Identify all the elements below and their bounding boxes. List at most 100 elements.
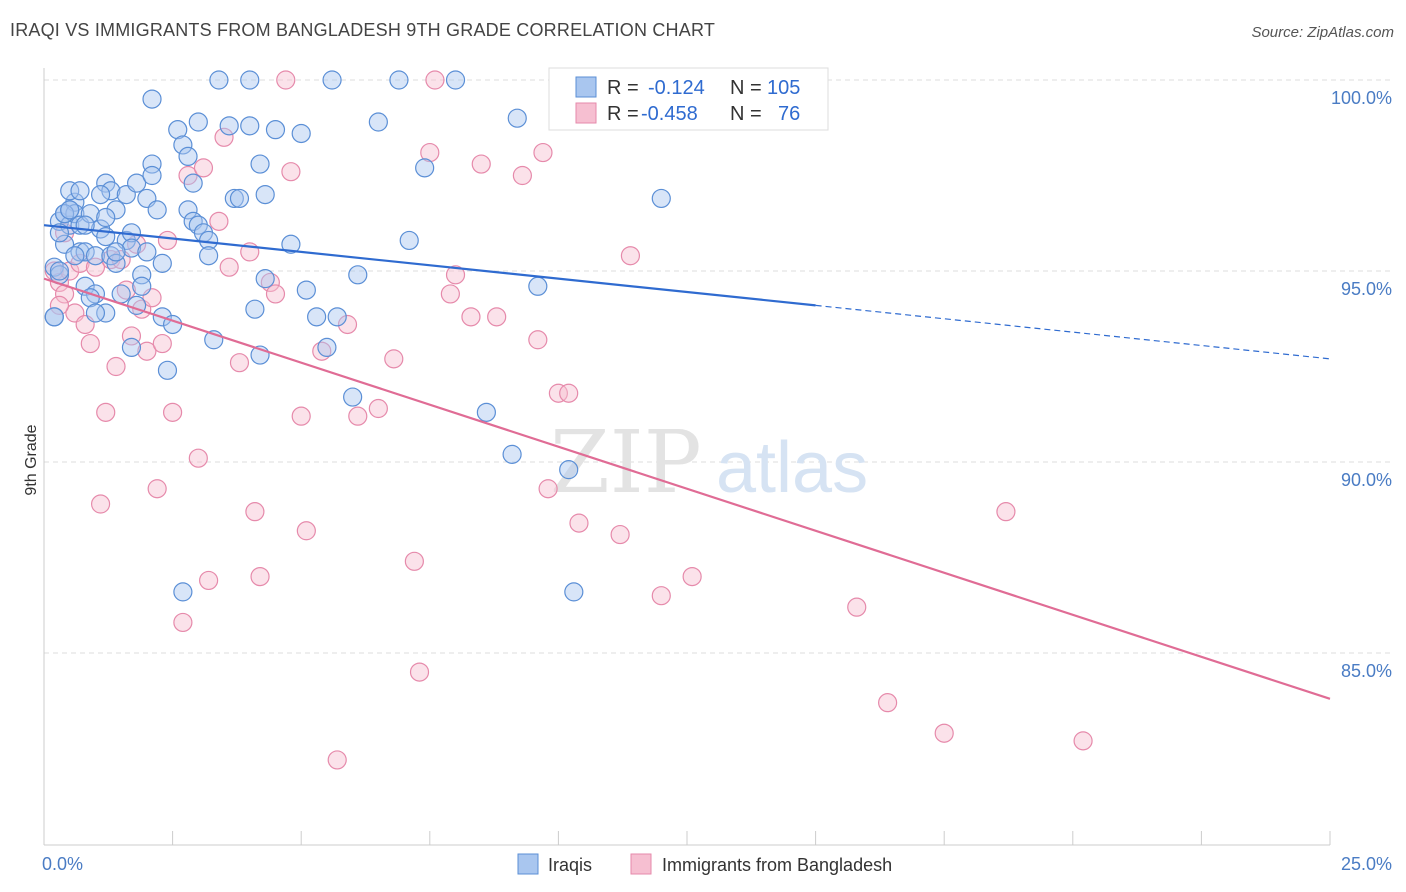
iraqi-point (173, 582, 193, 602)
bangladesh-point (569, 513, 589, 533)
iraqi-point (142, 154, 162, 174)
y-axis-tick-labels: 100.0% 95.0% 90.0% 85.0% (1331, 88, 1392, 681)
bangladesh-point (934, 723, 954, 743)
bangladesh-point (420, 142, 440, 163)
x-tick-label-min: 0.0% (42, 854, 83, 874)
bangladesh-point (682, 566, 702, 587)
legend-swatch-iraqis (575, 76, 597, 98)
iraqi-point (317, 337, 337, 357)
iraqi-point (70, 181, 90, 201)
iraqi-point (121, 238, 142, 258)
iraqi-point (399, 230, 419, 251)
bangladesh-point (214, 127, 234, 147)
y-axis-label: 9th Grade (23, 424, 40, 495)
bangladesh-point (229, 353, 250, 373)
iraqi-point (240, 116, 260, 136)
iraqi-point (322, 70, 342, 90)
legend-r-value-2: -0.458 (641, 103, 698, 125)
bangladesh-point (384, 349, 404, 369)
iraqi-point (651, 188, 671, 209)
legend-bottom: Iraqis Immigrants from Bangladesh (517, 853, 892, 875)
bangladesh-point (173, 612, 193, 633)
iraqi-point (44, 307, 64, 327)
bangladesh-point (512, 165, 532, 186)
bangladesh-point (80, 333, 100, 354)
legend-bottom-swatch-iraqis (517, 853, 539, 875)
legend-r-label-2: R = (607, 103, 639, 125)
iraqi-point (152, 253, 172, 273)
bangladesh-point (152, 333, 172, 354)
legend-r-value-1: -0.124 (648, 77, 705, 99)
bangladesh-point (96, 402, 116, 422)
bangladesh-point (193, 158, 214, 178)
bangladesh-point (209, 211, 229, 231)
iraqi-point (173, 135, 193, 155)
bangladesh-point (548, 383, 569, 403)
iraqi-point (507, 108, 527, 128)
y-tick-label: 85.0% (1341, 661, 1392, 681)
iraqi-point (101, 181, 121, 201)
iraqi-point (49, 261, 70, 281)
bangladesh-point (348, 406, 368, 426)
iraqi-point (70, 242, 90, 262)
bangladesh-point (85, 257, 106, 277)
legend-n-label-1: N = (730, 77, 762, 99)
iraqi-point (142, 89, 162, 109)
legend-n-value-2: 76 (778, 103, 800, 125)
iraqi-point (219, 116, 239, 136)
iraqi-point (307, 307, 327, 327)
iraqi-point (291, 123, 311, 144)
bangladesh-point (847, 597, 867, 617)
iraqi-point (229, 188, 250, 209)
iraqi-point (343, 387, 363, 407)
bangladesh-point (265, 284, 286, 304)
legend-top: R = -0.124 N = 105 R = -0.458 N = 76 (548, 67, 829, 131)
iraqi-point (147, 200, 167, 220)
iraqi-point (296, 280, 316, 300)
iraqi-point (240, 70, 260, 90)
bangladesh-point (337, 314, 358, 335)
iraqi-point (178, 200, 198, 220)
bangladesh-point (368, 398, 388, 419)
bangladesh-trend-line (43, 277, 1331, 700)
legend-n-value-1: 105 (767, 77, 800, 99)
iraqi-point (245, 299, 265, 319)
bangladesh-point (90, 494, 111, 514)
iraqi-point (415, 158, 435, 178)
iraqi-point (75, 215, 95, 235)
iraqi-point (183, 173, 203, 193)
iraqi-point (281, 234, 301, 254)
iraqi-point (199, 246, 219, 266)
iraqi-point (121, 337, 142, 357)
bangladesh-point (106, 356, 126, 377)
legend-n-label-2: N = (730, 103, 762, 125)
bangladesh-point (533, 142, 553, 163)
bangladesh-point (188, 448, 208, 468)
iraqi-point (132, 276, 152, 296)
bangladesh-point (219, 257, 239, 277)
legend-bottom-swatch-bangladesh (630, 853, 652, 875)
iraqi-point (327, 307, 347, 327)
bangladesh-point (404, 551, 424, 571)
bangladesh-point (425, 70, 445, 90)
bangladesh-point (116, 280, 136, 300)
bangladesh-point (528, 330, 548, 350)
iraqi-point (142, 165, 162, 186)
bangladesh-point (312, 341, 332, 361)
bangladesh-point (296, 521, 316, 541)
iraqi-point (559, 460, 579, 480)
watermark-atlas: atlas (716, 428, 868, 508)
iraqi-trend-extension (815, 304, 1331, 360)
bangladesh-point (878, 693, 898, 713)
bangladesh-point (199, 570, 219, 591)
bangladesh-point (291, 406, 311, 426)
iraqi-point (85, 284, 106, 304)
bangladesh-point (996, 502, 1016, 522)
iraqi-point (445, 70, 466, 90)
bangladesh-point (1073, 731, 1093, 751)
iraqi-point (106, 253, 126, 273)
bangladesh-point (445, 265, 466, 285)
legend-swatch-bangladesh (575, 102, 597, 124)
legend-bottom-label-iraqis: Iraqis (548, 855, 592, 875)
